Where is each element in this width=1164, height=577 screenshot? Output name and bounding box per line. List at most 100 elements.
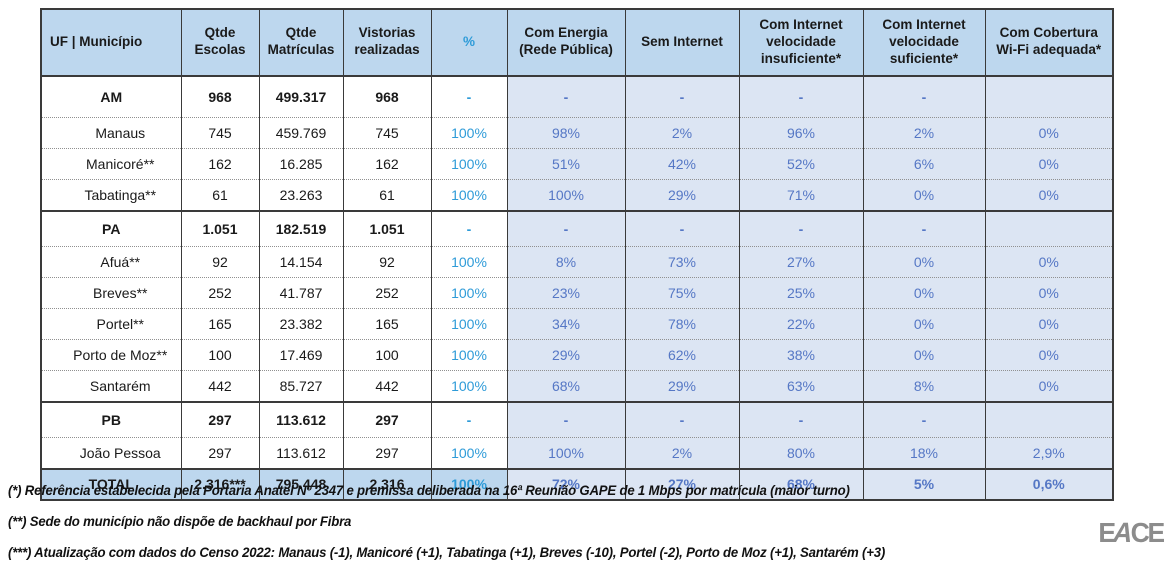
cell-com_cobertura_wifi_adequada: 0% — [984, 147, 1114, 180]
table-row-total: TOTAL 2.316*** 795.448 2.316 100% 72% 27% 68% 5%… — [40, 467, 1114, 500]
table-row-afu: Afuá** 92 14.154 92 100% 8% 73% 27% 0% 0% — [40, 245, 1114, 278]
col-header-sem_internet: Sem Internet — [624, 8, 740, 77]
table-row-porto-de-moz: Porto de Moz** 100 17.469 100 100% 29% 62% 38% 0… — [40, 338, 1114, 371]
cell-qtde_escolas: 2.316*** — [180, 467, 260, 500]
cell-com_energia_rede_publica: 68% — [506, 369, 626, 402]
cell-sem_internet: 29% — [624, 178, 740, 211]
col-header-com_internet_velocidade_suficiente: Com Internet velocidade suficiente* — [862, 8, 986, 77]
cell-percentual: 100% — [430, 436, 508, 469]
cell-percentual: - — [430, 74, 508, 118]
cell-com_internet_velocidade_suficiente: - — [862, 400, 986, 438]
cell-percentual: 100% — [430, 147, 508, 180]
cell-sem_internet: 2% — [624, 116, 740, 149]
col-header-com_internet_velocidade_insuficiente: Com Internet velocidade insuficiente* — [738, 8, 864, 77]
table-row-manicor: Manicoré** 162 16.285 162 100% 51% 42% 52% 6% 0% — [40, 147, 1114, 180]
col-header-uf_municipio: UF | Município — [40, 8, 182, 77]
cell-com_internet_velocidade_suficiente: - — [862, 74, 986, 118]
cell-com_internet_velocidade_suficiente: 5% — [862, 467, 986, 500]
cell-sem_internet: 75% — [624, 276, 740, 309]
cell-uf_municipio: Afuá** — [40, 245, 182, 278]
cell-qtde_matriculas: 17.469 — [258, 338, 344, 371]
cell-sem_internet: 27% — [624, 467, 740, 500]
cell-com_energia_rede_publica: 51% — [506, 147, 626, 180]
col-header-com_cobertura_wifi_adequada: Com Cobertura Wi-Fi adequada* — [984, 8, 1114, 77]
cell-com_energia_rede_publica: 29% — [506, 338, 626, 371]
cell-sem_internet: - — [624, 400, 740, 438]
cell-qtde_escolas: 165 — [180, 307, 260, 340]
cell-uf_municipio: Tabatinga** — [40, 178, 182, 211]
cell-uf_municipio: Portel** — [40, 307, 182, 340]
cell-com_cobertura_wifi_adequada: 0% — [984, 307, 1114, 340]
cell-percentual: 100% — [430, 178, 508, 211]
cell-com_internet_velocidade_suficiente: 0% — [862, 338, 986, 371]
cell-com_cobertura_wifi_adequada: 0,6% — [984, 467, 1114, 500]
table-row-santar-m: Santarém 442 85.727 442 100% 68% 29% 63% 8% 0% — [40, 369, 1114, 402]
cell-percentual: - — [430, 209, 508, 247]
cell-qtde_matriculas: 499.317 — [258, 74, 344, 118]
cell-vistorias_realizadas: 252 — [342, 276, 432, 309]
cell-com_internet_velocidade_insuficiente: - — [738, 209, 864, 247]
col-header-qtde_escolas: Qtde Escolas — [180, 8, 260, 77]
table-row-tabatinga: Tabatinga** 61 23.263 61 100% 100% 29% 71% 0% 0% — [40, 178, 1114, 211]
cell-sem_internet: 73% — [624, 245, 740, 278]
cell-com_energia_rede_publica: 100% — [506, 436, 626, 469]
cell-qtde_escolas: 61 — [180, 178, 260, 211]
cell-qtde_matriculas: 16.285 — [258, 147, 344, 180]
cell-qtde_escolas: 162 — [180, 147, 260, 180]
table-row-pb: PB 297 113.612 297- - - - - — [40, 400, 1114, 438]
cell-qtde_escolas: 1.051 — [180, 209, 260, 247]
cell-com_internet_velocidade_insuficiente: 38% — [738, 338, 864, 371]
cell-vistorias_realizadas: 1.051 — [342, 209, 432, 247]
table-row-jo-o-pessoa: João Pessoa 297 113.612 297 100% 100% 2% 80% 18%… — [40, 436, 1114, 469]
col-header-percentual: % — [430, 8, 508, 77]
footnotes-block: (*) Referência estabelecida pela Portari… — [8, 483, 1088, 577]
cell-com_cobertura_wifi_adequada — [984, 400, 1114, 438]
cell-com_internet_velocidade_insuficiente: - — [738, 74, 864, 118]
logo-letter: E — [1147, 517, 1164, 548]
cell-com_cobertura_wifi_adequada: 2,9% — [984, 436, 1114, 469]
cell-uf_municipio: Manaus — [40, 116, 182, 149]
cell-com_cobertura_wifi_adequada: 0% — [984, 276, 1114, 309]
col-header-com_energia_rede_publica: Com Energia (Rede Pública) — [506, 8, 626, 77]
cell-uf_municipio: PB — [40, 400, 182, 438]
table-header-row: UF | Município Qtde Escolas Qtde Matrícula… — [40, 8, 1114, 77]
cell-vistorias_realizadas: 442 — [342, 369, 432, 402]
cell-sem_internet: 78% — [624, 307, 740, 340]
cell-qtde_matriculas: 41.787 — [258, 276, 344, 309]
cell-com_internet_velocidade_suficiente: 0% — [862, 276, 986, 309]
cell-com_energia_rede_publica: 34% — [506, 307, 626, 340]
eace-logo: EACE — [1098, 517, 1164, 549]
table-row-pa: PA 1.051 182.519 1.051- - - - - — [40, 209, 1114, 247]
cell-com_internet_velocidade_suficiente: 2% — [862, 116, 986, 149]
cell-com_internet_velocidade_insuficiente: 96% — [738, 116, 864, 149]
cell-uf_municipio: AM — [40, 74, 182, 118]
cell-com_internet_velocidade_insuficiente: 52% — [738, 147, 864, 180]
cell-vistorias_realizadas: 162 — [342, 147, 432, 180]
cell-qtde_escolas: 92 — [180, 245, 260, 278]
cell-vistorias_realizadas: 297 — [342, 436, 432, 469]
cell-vistorias_realizadas: 2.316 — [342, 467, 432, 500]
cell-com_cobertura_wifi_adequada — [984, 74, 1114, 118]
cell-qtde_matriculas: 23.263 — [258, 178, 344, 211]
cell-sem_internet: 2% — [624, 436, 740, 469]
cell-com_internet_velocidade_insuficiente: 80% — [738, 436, 864, 469]
cell-percentual: - — [430, 400, 508, 438]
footnote-anatel-reference: (*) Referência estabelecida pela Portari… — [8, 483, 850, 498]
logo-letter: E — [1098, 517, 1117, 548]
cell-com_energia_rede_publica: 98% — [506, 116, 626, 149]
cell-qtde_escolas: 100 — [180, 338, 260, 371]
cell-com_energia_rede_publica: 8% — [506, 245, 626, 278]
cell-com_cobertura_wifi_adequada — [984, 209, 1114, 247]
cell-percentual: 100% — [430, 307, 508, 340]
cell-uf_municipio: Breves** — [40, 276, 182, 309]
table-row-manaus: Manaus 745 459.769 745 100% 98% 2% 96% 2% 0% — [40, 116, 1114, 149]
cell-com_energia_rede_publica: - — [506, 74, 626, 118]
col-header-qtde_matriculas: Qtde Matrículas — [258, 8, 344, 77]
cell-qtde_escolas: 745 — [180, 116, 260, 149]
cell-com_internet_velocidade_insuficiente: 27% — [738, 245, 864, 278]
cell-com_internet_velocidade_suficiente: 18% — [862, 436, 986, 469]
cell-com_cobertura_wifi_adequada: 0% — [984, 338, 1114, 371]
cell-com_cobertura_wifi_adequada: 0% — [984, 369, 1114, 402]
cell-com_internet_velocidade_insuficiente: 25% — [738, 276, 864, 309]
cell-vistorias_realizadas: 297 — [342, 400, 432, 438]
